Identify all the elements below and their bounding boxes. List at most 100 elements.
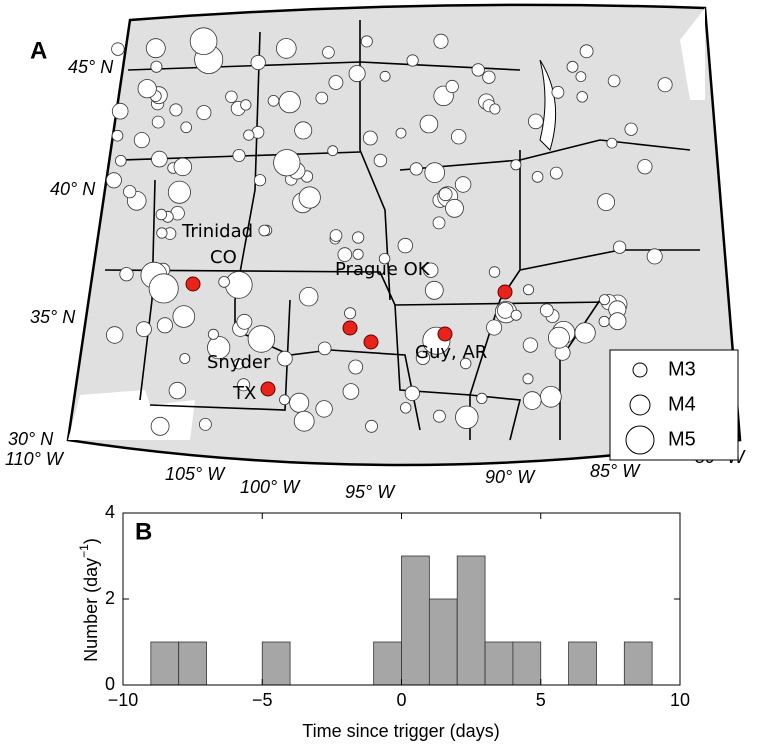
earthquake <box>218 276 230 288</box>
earthquake <box>522 337 539 353</box>
earthquake <box>337 247 353 262</box>
earthquake <box>344 307 357 320</box>
earthquake <box>400 402 412 414</box>
panel-label: A <box>30 37 47 64</box>
earthquake <box>373 153 388 168</box>
earthquake <box>123 185 137 199</box>
earthquake <box>275 38 297 59</box>
legend-symbol <box>629 394 651 416</box>
earthquake <box>232 148 246 162</box>
map: A 45° N 40° N 35° N 30° N 110° W 105° W … <box>5 3 746 502</box>
earthquake <box>379 70 391 82</box>
earthquake <box>365 419 378 433</box>
legend-label: M5 <box>668 428 696 450</box>
earthquake <box>454 176 472 193</box>
bar <box>261 641 291 686</box>
earthquake <box>111 102 129 120</box>
lon-label: 105° W <box>165 464 226 484</box>
bar <box>428 598 458 686</box>
earthquake <box>488 266 501 278</box>
earthquake <box>207 328 219 340</box>
bar <box>178 641 207 686</box>
earthquake <box>637 159 653 175</box>
x-tick-label: 10 <box>670 690 690 710</box>
earthquake <box>277 350 293 367</box>
earthquake <box>608 312 627 331</box>
earthquake <box>406 54 419 67</box>
legend-symbol <box>625 425 655 455</box>
earthquake <box>362 130 378 146</box>
earthquake <box>225 271 253 299</box>
earthquake <box>150 60 163 73</box>
earthquake <box>445 198 464 218</box>
earthquake <box>115 155 127 167</box>
earthquake <box>348 65 366 83</box>
earthquake <box>150 416 170 436</box>
earthquake <box>423 262 439 278</box>
earthquake <box>378 253 391 265</box>
earthquake <box>258 224 271 237</box>
earthquake <box>451 128 467 145</box>
y-axis-label-text: Number (day <box>81 558 101 662</box>
triggered-site <box>363 334 379 350</box>
x-tick-label: −10 <box>108 690 139 710</box>
y-tick-label: 0 <box>105 674 115 694</box>
earthquake <box>298 186 321 209</box>
earthquake <box>207 335 231 360</box>
site-label: Guy, AR <box>415 342 487 363</box>
earthquake <box>510 159 522 171</box>
earthquake <box>289 392 310 413</box>
earthquake <box>397 237 414 254</box>
earthquake <box>278 91 301 114</box>
earthquake <box>522 373 534 385</box>
lat-label: 40° N <box>50 179 96 199</box>
earthquake <box>471 63 485 77</box>
y-tick-label: 2 <box>105 588 115 608</box>
earthquake <box>135 321 152 338</box>
earthquake <box>240 99 252 111</box>
earthquake <box>424 280 444 300</box>
earthquake <box>576 91 588 103</box>
earthquake <box>566 60 579 73</box>
earthquake <box>237 378 251 392</box>
earthquake <box>119 267 134 282</box>
legend-symbol <box>632 362 648 378</box>
earthquake <box>482 70 496 84</box>
earthquake <box>404 385 420 401</box>
earthquake <box>432 409 446 423</box>
earthquake <box>438 187 453 202</box>
earthquake <box>151 115 165 129</box>
site-label: Trinidad <box>181 221 253 242</box>
earthquake <box>612 240 627 254</box>
x-tick-label: 5 <box>536 690 546 710</box>
earthquake <box>445 79 459 94</box>
site-label: TX <box>232 383 256 404</box>
earthquake <box>646 248 663 265</box>
earthquake <box>409 162 423 176</box>
earthquake <box>579 44 594 59</box>
earthquake <box>607 74 621 88</box>
lon-label: 90° W <box>485 467 536 487</box>
y-axis-label: Number (day−1) <box>77 538 101 662</box>
earthquake <box>167 180 191 204</box>
triggered-site <box>185 276 201 292</box>
earthquake <box>352 248 364 260</box>
earthquake <box>173 157 193 177</box>
lon-label: 110° W <box>5 449 65 469</box>
lat-label: 45° N <box>68 57 114 77</box>
earthquake <box>599 294 611 306</box>
lon-label: 100° W <box>240 477 301 497</box>
earthquake <box>315 400 333 418</box>
lake-michigan <box>539 59 557 151</box>
y-axis-label-end: ) <box>81 538 101 544</box>
earthquake <box>172 305 196 328</box>
triggered-site <box>437 326 453 342</box>
earthquake <box>510 309 522 321</box>
earthquake <box>476 392 488 404</box>
earthquake <box>419 114 439 134</box>
earthquake <box>250 54 266 71</box>
earthquake <box>551 85 565 99</box>
earthquake <box>527 113 544 130</box>
earthquake <box>575 71 587 82</box>
earthquake <box>198 417 212 431</box>
